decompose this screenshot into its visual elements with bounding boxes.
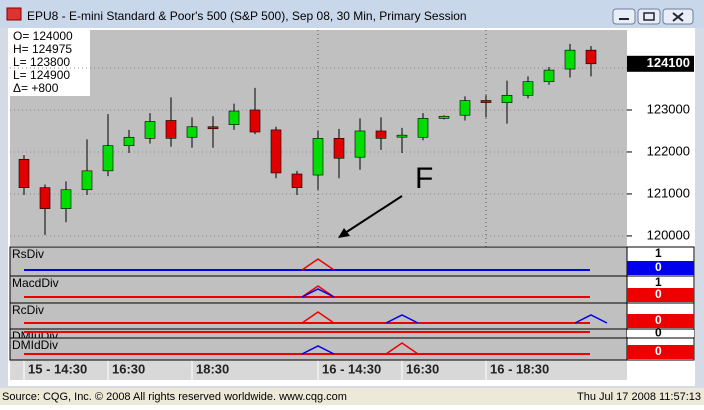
candle-body <box>333 138 345 159</box>
pane-value: 0 <box>655 326 662 340</box>
x-tick-label: 16 - 14:30 <box>322 361 381 376</box>
pane-bg <box>9 337 628 361</box>
candle-body <box>396 134 408 138</box>
candle-body <box>312 138 324 176</box>
candle-body <box>186 126 198 138</box>
candle-body <box>123 136 135 146</box>
candle-body <box>39 187 51 209</box>
window-buttons[interactable] <box>612 8 694 25</box>
footer-source: Source: CQG, Inc. © 2008 All rights rese… <box>2 391 347 403</box>
divergence-spike <box>385 342 419 355</box>
last-price-box <box>627 55 694 72</box>
annotation-arrow <box>344 195 403 234</box>
divergence-spike <box>301 311 335 324</box>
footer-timestamp: Thu Jul 17 2008 11:57:13 <box>577 391 701 403</box>
pane-name: MacdDiv <box>12 276 59 290</box>
pane-value: 0 <box>655 313 662 327</box>
pane-name: RsDiv <box>12 247 44 261</box>
divergence-spike <box>301 288 335 298</box>
x-tick-label: 16 - 18:30 <box>490 361 549 376</box>
minimize-button[interactable] <box>612 8 636 25</box>
y-tick-label: 123000 <box>647 101 690 116</box>
pane-bg <box>9 246 628 277</box>
divergence-spike <box>301 285 335 298</box>
divergence-spike <box>301 345 335 355</box>
candle-body <box>60 189 72 209</box>
title-bar <box>0 0 704 28</box>
candle-body <box>417 118 429 138</box>
candle-body <box>438 115 450 119</box>
annotation-label: F <box>415 162 433 195</box>
candle-body <box>501 94 513 103</box>
candle-body <box>81 170 93 191</box>
window-title: EPU8 - E-mini Standard & Poor's 500 (S&P… <box>27 9 467 23</box>
candle-body <box>480 100 492 103</box>
candle-body <box>291 173 303 188</box>
y-tick-label: 122000 <box>647 143 690 158</box>
ohlc-box <box>10 30 90 96</box>
ohlc-line: H= 124975 <box>13 42 72 56</box>
pane-value-box <box>627 261 694 275</box>
divergence-spike <box>385 314 419 324</box>
ohlc-line: L= 123800 <box>13 55 70 69</box>
y-tick-label: 121000 <box>647 185 690 200</box>
x-tick-label: 16:30 <box>406 361 439 376</box>
candle-body <box>18 159 30 188</box>
candle-body <box>102 145 114 172</box>
status-bar <box>0 388 704 405</box>
pane-name: RcDiv <box>12 303 44 317</box>
x-tick-label: 15 - 14:30 <box>28 361 87 376</box>
candle-body <box>165 120 177 139</box>
pane-bg <box>9 302 628 330</box>
ohlc-line: Δ= +800 <box>13 81 59 95</box>
candle-body <box>522 81 534 96</box>
pane-top-value: 1 <box>655 246 662 260</box>
pane-value-box <box>627 345 694 359</box>
x-tick-label: 16:30 <box>112 361 145 376</box>
candle-body <box>228 110 240 125</box>
candle-body <box>249 109 261 133</box>
candle-body <box>543 69 555 82</box>
candle-body <box>375 130 387 139</box>
pane-name: DMIdDiv <box>12 338 58 352</box>
arrow-head <box>338 228 350 238</box>
app-icon <box>6 7 22 21</box>
pane-value-box <box>627 314 694 328</box>
pane-value-box <box>627 288 694 302</box>
pane-value: 0 <box>655 260 662 274</box>
divergence-spike <box>574 314 608 324</box>
pane-value: 0 <box>655 287 662 301</box>
candle-body <box>354 130 366 158</box>
candle-body <box>270 129 282 174</box>
x-tick-label: 18:30 <box>196 361 229 376</box>
divergence-spike <box>301 258 335 271</box>
pane-top-value: 1 <box>655 275 662 289</box>
pane-bg <box>9 328 628 339</box>
ohlc-line: O= 124000 <box>13 29 73 43</box>
maximize-button[interactable] <box>637 8 661 25</box>
candle-body <box>144 121 156 139</box>
pane-value: 0 <box>655 344 662 358</box>
last-price-label: 124100 <box>647 55 690 70</box>
candle-body <box>564 49 576 70</box>
candle-body <box>207 126 219 130</box>
candle-body <box>459 100 471 116</box>
candle-body <box>585 49 597 65</box>
pane-value-box <box>627 330 694 337</box>
ohlc-line: L= 124900 <box>13 68 70 82</box>
y-tick-label: 120000 <box>647 227 690 242</box>
